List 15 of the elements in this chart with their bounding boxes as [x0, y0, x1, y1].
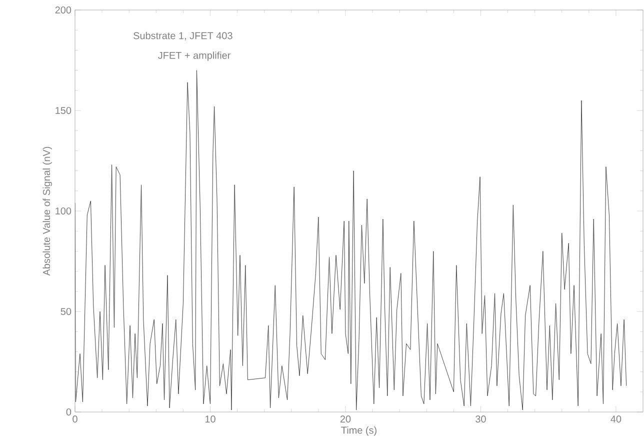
x-tick-label: 0 — [72, 416, 78, 423]
y-axis-title: Absolute Value of Signal (nV) — [42, 146, 52, 276]
y-tick-label: 50 — [60, 308, 72, 316]
y-tick-label: 100 — [56, 207, 72, 215]
annotation: JFET + amplifier — [158, 52, 231, 61]
annotation: Substrate 1, JFET 403 — [134, 32, 232, 40]
y-tick-label: 0 — [66, 408, 72, 416]
x-tick-label: 40 — [610, 416, 622, 423]
x-tick-label: 20 — [340, 416, 351, 423]
line-series — [75, 70, 627, 410]
x-tick-label: 30 — [476, 416, 486, 423]
y-tick-label: 200 — [55, 6, 72, 14]
y-tick-label: 150 — [56, 106, 72, 114]
x-tick-label: 10 — [205, 416, 216, 423]
x-axis-title: Time (s) — [341, 426, 376, 436]
